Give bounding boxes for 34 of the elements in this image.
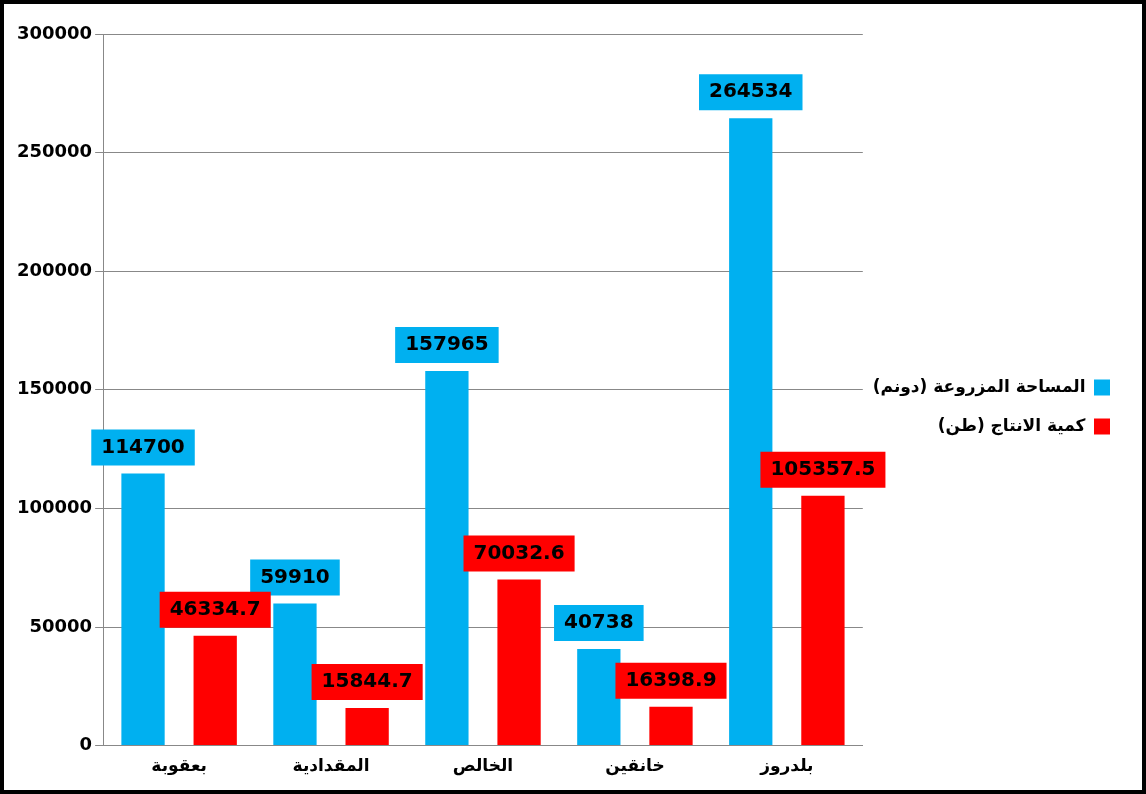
bar (649, 706, 693, 746)
data-label: 46334.7 (169, 595, 261, 620)
y-tick-label: 300000 (16, 21, 93, 43)
legend-label: كمية الانتاج (طن) (937, 414, 1086, 436)
data-label: 59910 (260, 563, 330, 588)
y-tick-label: 150000 (16, 377, 93, 399)
y-tick-label: 50000 (29, 614, 93, 636)
data-label: 105357.5 (770, 455, 876, 480)
data-label: 264534 (709, 78, 793, 103)
y-tick-label: 250000 (16, 140, 93, 162)
bar (577, 648, 621, 746)
bar (121, 473, 165, 746)
bar (273, 603, 317, 746)
data-label: 157965 (405, 331, 489, 356)
bar (425, 370, 469, 746)
data-label: 114700 (101, 433, 185, 458)
data-label: 16398.9 (625, 666, 717, 691)
y-tick-label: 0 (79, 733, 93, 755)
data-label: 70032.6 (473, 539, 565, 564)
x-tick-label: الخالص (452, 755, 514, 777)
bar (345, 708, 389, 746)
data-label: 40738 (564, 609, 634, 634)
x-tick-label: خانقين (605, 755, 665, 777)
y-tick-label: 100000 (16, 496, 93, 518)
legend-label: المساحة المزروعة (دونم) (872, 375, 1086, 397)
x-tick-label: بلدروز (759, 755, 814, 777)
y-tick-label: 200000 (16, 258, 93, 280)
bar (801, 495, 845, 746)
bar (729, 118, 773, 746)
x-tick-label: المقدادية (292, 755, 370, 776)
x-tick-label: بعقوبة (151, 755, 207, 777)
data-label: 15844.7 (321, 668, 413, 693)
bar (193, 635, 237, 746)
bar (497, 579, 541, 746)
